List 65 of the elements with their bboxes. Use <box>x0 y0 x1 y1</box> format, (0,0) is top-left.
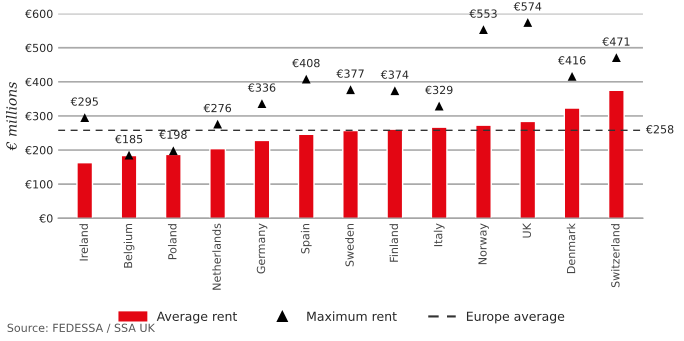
x-tick-label: Netherlands <box>212 224 221 290</box>
point <box>479 25 488 34</box>
data-label: €198 <box>159 130 187 139</box>
legend-label: Europe average <box>466 312 564 324</box>
text: €258 <box>646 125 674 134</box>
point <box>346 85 355 94</box>
point <box>568 72 576 81</box>
y-axis-title: € millions <box>6 82 17 151</box>
point <box>258 99 266 108</box>
y-tick-label: €0 <box>39 214 53 223</box>
bar <box>564 107 581 218</box>
y-tick-label: €100 <box>25 180 53 189</box>
data-label: €185 <box>114 134 142 144</box>
point <box>124 150 134 160</box>
bar <box>519 120 536 218</box>
x-tick-label: Poland <box>168 224 177 260</box>
legend-label: Maximum rent <box>307 311 397 322</box>
y-tick-label: €500 <box>25 44 53 52</box>
bar <box>342 130 359 218</box>
point <box>213 120 222 129</box>
x-tick-label: Sweden <box>345 224 354 266</box>
bar <box>76 162 94 218</box>
y-tick-label: €200 <box>25 146 53 154</box>
x-tick-label: Denmark <box>566 223 576 274</box>
x-tick-label: Spain <box>300 224 312 254</box>
data-label: €471 <box>602 37 630 46</box>
x-tick-label: Belgium <box>124 224 134 268</box>
y-tick-label: €400 <box>25 78 53 86</box>
y-tick-label: €600 <box>25 10 53 18</box>
data-label: €295 <box>70 97 98 106</box>
x-tick-label: Italy <box>434 223 445 246</box>
point <box>390 86 400 96</box>
point <box>80 113 90 122</box>
bar <box>164 154 182 218</box>
bar <box>298 134 315 218</box>
x-tick-label: Norway <box>478 223 489 264</box>
x-tick-label: Switzerland <box>611 224 620 288</box>
bar <box>209 148 226 218</box>
data-label: €574 <box>514 2 542 11</box>
data-label: €377 <box>336 69 364 78</box>
legend-label: Average rent <box>156 312 238 324</box>
data-label: €276 <box>203 104 232 112</box>
bar <box>253 140 270 218</box>
data-label: €374 <box>380 70 408 79</box>
y-tick-label: €300 <box>25 112 53 120</box>
data-label: €329 <box>425 86 453 94</box>
data-label: €553 <box>469 9 497 18</box>
bar <box>386 128 404 218</box>
bar <box>430 126 448 218</box>
x-tick-label: Ireland <box>79 224 88 260</box>
source-note: Source: FEDESSA / SSA UK <box>8 324 156 333</box>
point <box>168 146 178 156</box>
data-label: €336 <box>248 83 276 92</box>
bar <box>120 154 138 218</box>
bar <box>608 90 625 218</box>
point <box>434 102 444 110</box>
data-label: €416 <box>558 56 586 65</box>
point <box>612 53 621 62</box>
x-tick-label: UK <box>522 222 531 238</box>
bar <box>475 124 492 218</box>
point <box>302 74 311 84</box>
data-label: €408 <box>292 58 320 68</box>
x-tick-label: Germany <box>256 223 268 274</box>
x-tick-label: Finland <box>389 224 398 262</box>
point <box>523 18 532 27</box>
